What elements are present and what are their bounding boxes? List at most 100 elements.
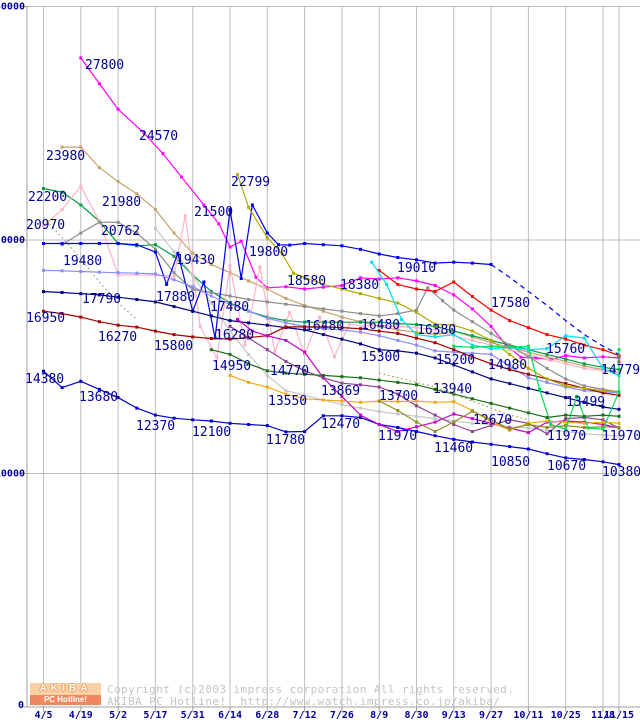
series-marker-darkred xyxy=(228,337,232,341)
series-marker-pink xyxy=(258,265,262,269)
series-marker-tan xyxy=(265,287,269,291)
series-marker-magenta-crash xyxy=(433,284,437,287)
series-marker-pink xyxy=(377,323,381,327)
series-marker-olive xyxy=(236,173,239,177)
series-marker-purple xyxy=(545,432,549,436)
series-marker-blue-main xyxy=(377,252,381,256)
series-marker-cornflower xyxy=(415,343,418,347)
series-marker-navy xyxy=(191,309,195,313)
series-marker-tan xyxy=(321,309,325,313)
series-marker-gold xyxy=(321,398,325,402)
series-marker-pink xyxy=(433,328,437,332)
series-marker-cyan xyxy=(415,333,418,337)
series-marker-olive xyxy=(265,236,269,240)
series-marker-darkgreen xyxy=(359,376,362,380)
series-marker-silver xyxy=(377,410,381,414)
series-line-darkolive xyxy=(378,400,620,433)
series-marker-gray xyxy=(228,294,232,298)
series-marker-green xyxy=(303,320,307,324)
series-marker-blue-main xyxy=(228,208,232,212)
x-axis-label: 9/27 xyxy=(479,710,503,720)
series-marker-blue-main xyxy=(97,242,101,245)
value-label: 14779 xyxy=(601,363,640,378)
value-label: 13700 xyxy=(379,389,418,404)
series-marker-silver xyxy=(247,352,251,356)
series-marker-olive xyxy=(508,352,512,356)
series-marker-darkgreen xyxy=(601,413,605,417)
series-marker-tan xyxy=(60,145,64,149)
series-marker-pink xyxy=(116,273,120,277)
series-marker-cornflower xyxy=(42,268,45,272)
series-marker-violet xyxy=(359,413,362,417)
series-marker-darkred xyxy=(508,368,512,372)
series-marker-cornflower xyxy=(396,338,400,342)
series-marker-cyan xyxy=(526,348,530,352)
series-marker-navy xyxy=(228,319,232,323)
series-marker-tan xyxy=(97,166,101,170)
series-marker-darkolive xyxy=(526,423,530,426)
series-marker-magenta-crash xyxy=(254,275,258,279)
series-marker-darkolive xyxy=(617,426,621,429)
series-marker-darkgreen xyxy=(526,411,530,415)
series-marker-gold xyxy=(452,400,456,404)
series-marker-darkred xyxy=(79,315,83,319)
series-marker-cornflower xyxy=(60,269,64,273)
series-marker-magenta-crash xyxy=(321,285,325,289)
series-marker-silver xyxy=(359,406,362,410)
series-marker-green xyxy=(396,322,400,326)
value-label: 12370 xyxy=(136,419,175,434)
value-label: 18380 xyxy=(340,278,379,293)
series-marker-cyan xyxy=(400,317,404,321)
series-marker-gray xyxy=(526,355,530,359)
series-marker-gold xyxy=(247,380,251,384)
series-marker-tan xyxy=(545,355,549,359)
series-marker-red xyxy=(489,308,493,312)
series-marker-violet xyxy=(470,417,474,421)
series-marker-violet xyxy=(377,423,381,426)
series-marker-gold xyxy=(545,419,549,423)
value-label: 11970 xyxy=(547,429,586,444)
series-marker-blue-low xyxy=(489,442,493,446)
series-marker-blue-main xyxy=(277,243,280,247)
series-marker-violet xyxy=(415,425,418,429)
series-marker-darkred xyxy=(470,355,474,359)
series-marker-darkred xyxy=(452,348,456,352)
series-marker-violet xyxy=(433,420,437,424)
series-marker-blue-low xyxy=(247,423,251,426)
series-marker-gray xyxy=(452,308,456,312)
value-label: 19010 xyxy=(397,261,436,276)
series-marker-purple xyxy=(359,383,362,387)
y-axis-label: 0 xyxy=(18,700,24,711)
series-marker-gold xyxy=(284,392,288,396)
series-marker-blue-low xyxy=(60,386,64,390)
value-label: 16480 xyxy=(361,318,400,333)
series-marker-cornflower xyxy=(209,294,213,298)
series-marker-navy xyxy=(545,391,549,395)
y-axis-label: 20000 xyxy=(0,235,25,246)
series-marker-cyan xyxy=(582,336,586,340)
x-axis-label: 7/26 xyxy=(330,710,354,720)
value-label: 17880 xyxy=(156,290,195,305)
y-axis-label: 10000 xyxy=(0,469,25,480)
series-marker-pink xyxy=(332,355,336,359)
series-marker-darkred xyxy=(135,325,139,329)
series-marker-purple xyxy=(489,424,493,428)
series-marker-darkolive xyxy=(582,426,586,429)
series-marker-magenta-crash xyxy=(180,175,183,179)
series-marker-springgreen xyxy=(470,345,474,349)
series-marker-violet xyxy=(526,431,530,435)
series-marker-olive xyxy=(396,301,400,305)
value-label: 14950 xyxy=(212,359,251,374)
series-marker-cyan xyxy=(489,347,493,351)
series-marker-gray xyxy=(426,286,430,290)
series-marker-pink xyxy=(526,352,530,356)
series-marker-gray xyxy=(415,308,418,312)
series-marker-violet xyxy=(303,350,307,354)
series-marker-darkolive xyxy=(601,425,605,429)
series-marker-violet xyxy=(396,430,400,433)
series-marker-blue-low xyxy=(564,456,568,460)
series-marker-blue-low xyxy=(265,424,269,428)
value-label: 15800 xyxy=(154,339,193,354)
series-marker-green xyxy=(172,254,176,258)
series-marker-gold xyxy=(601,420,605,424)
